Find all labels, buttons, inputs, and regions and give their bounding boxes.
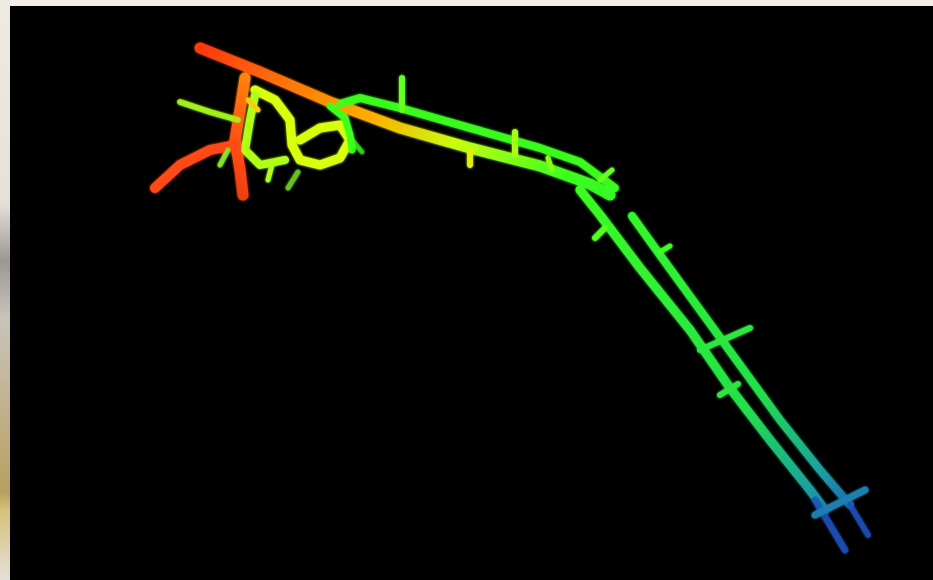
crosscut-south bbox=[811, 486, 869, 519]
tunnel-end-southeast bbox=[847, 502, 871, 538]
main-tunnel-segment bbox=[194, 42, 616, 201]
descending-tunnel-west bbox=[575, 185, 830, 515]
tunnel-stub bbox=[597, 167, 615, 183]
crosscut bbox=[697, 325, 753, 353]
crosscut bbox=[592, 225, 608, 241]
background-window-edge bbox=[0, 0, 10, 580]
tunnel-stub bbox=[265, 162, 275, 183]
loop-tunnel bbox=[250, 85, 355, 170]
window-top-edge bbox=[0, 0, 933, 6]
west-branch-tunnel bbox=[177, 99, 241, 123]
tunnel-stub bbox=[545, 155, 555, 173]
tunnel-end-south bbox=[811, 496, 849, 554]
tunnel-stub bbox=[285, 169, 301, 191]
tunnel-stub bbox=[349, 137, 365, 155]
tunnel-stub bbox=[245, 97, 261, 113]
crosscut bbox=[717, 381, 741, 398]
tunnel-stub bbox=[217, 147, 231, 168]
parallel-tunnel-segment bbox=[336, 94, 619, 192]
west-branch-tunnel bbox=[150, 140, 240, 193]
loop-tunnel bbox=[241, 91, 289, 169]
descending-tunnel-east bbox=[628, 212, 854, 509]
crosscut bbox=[657, 243, 673, 255]
